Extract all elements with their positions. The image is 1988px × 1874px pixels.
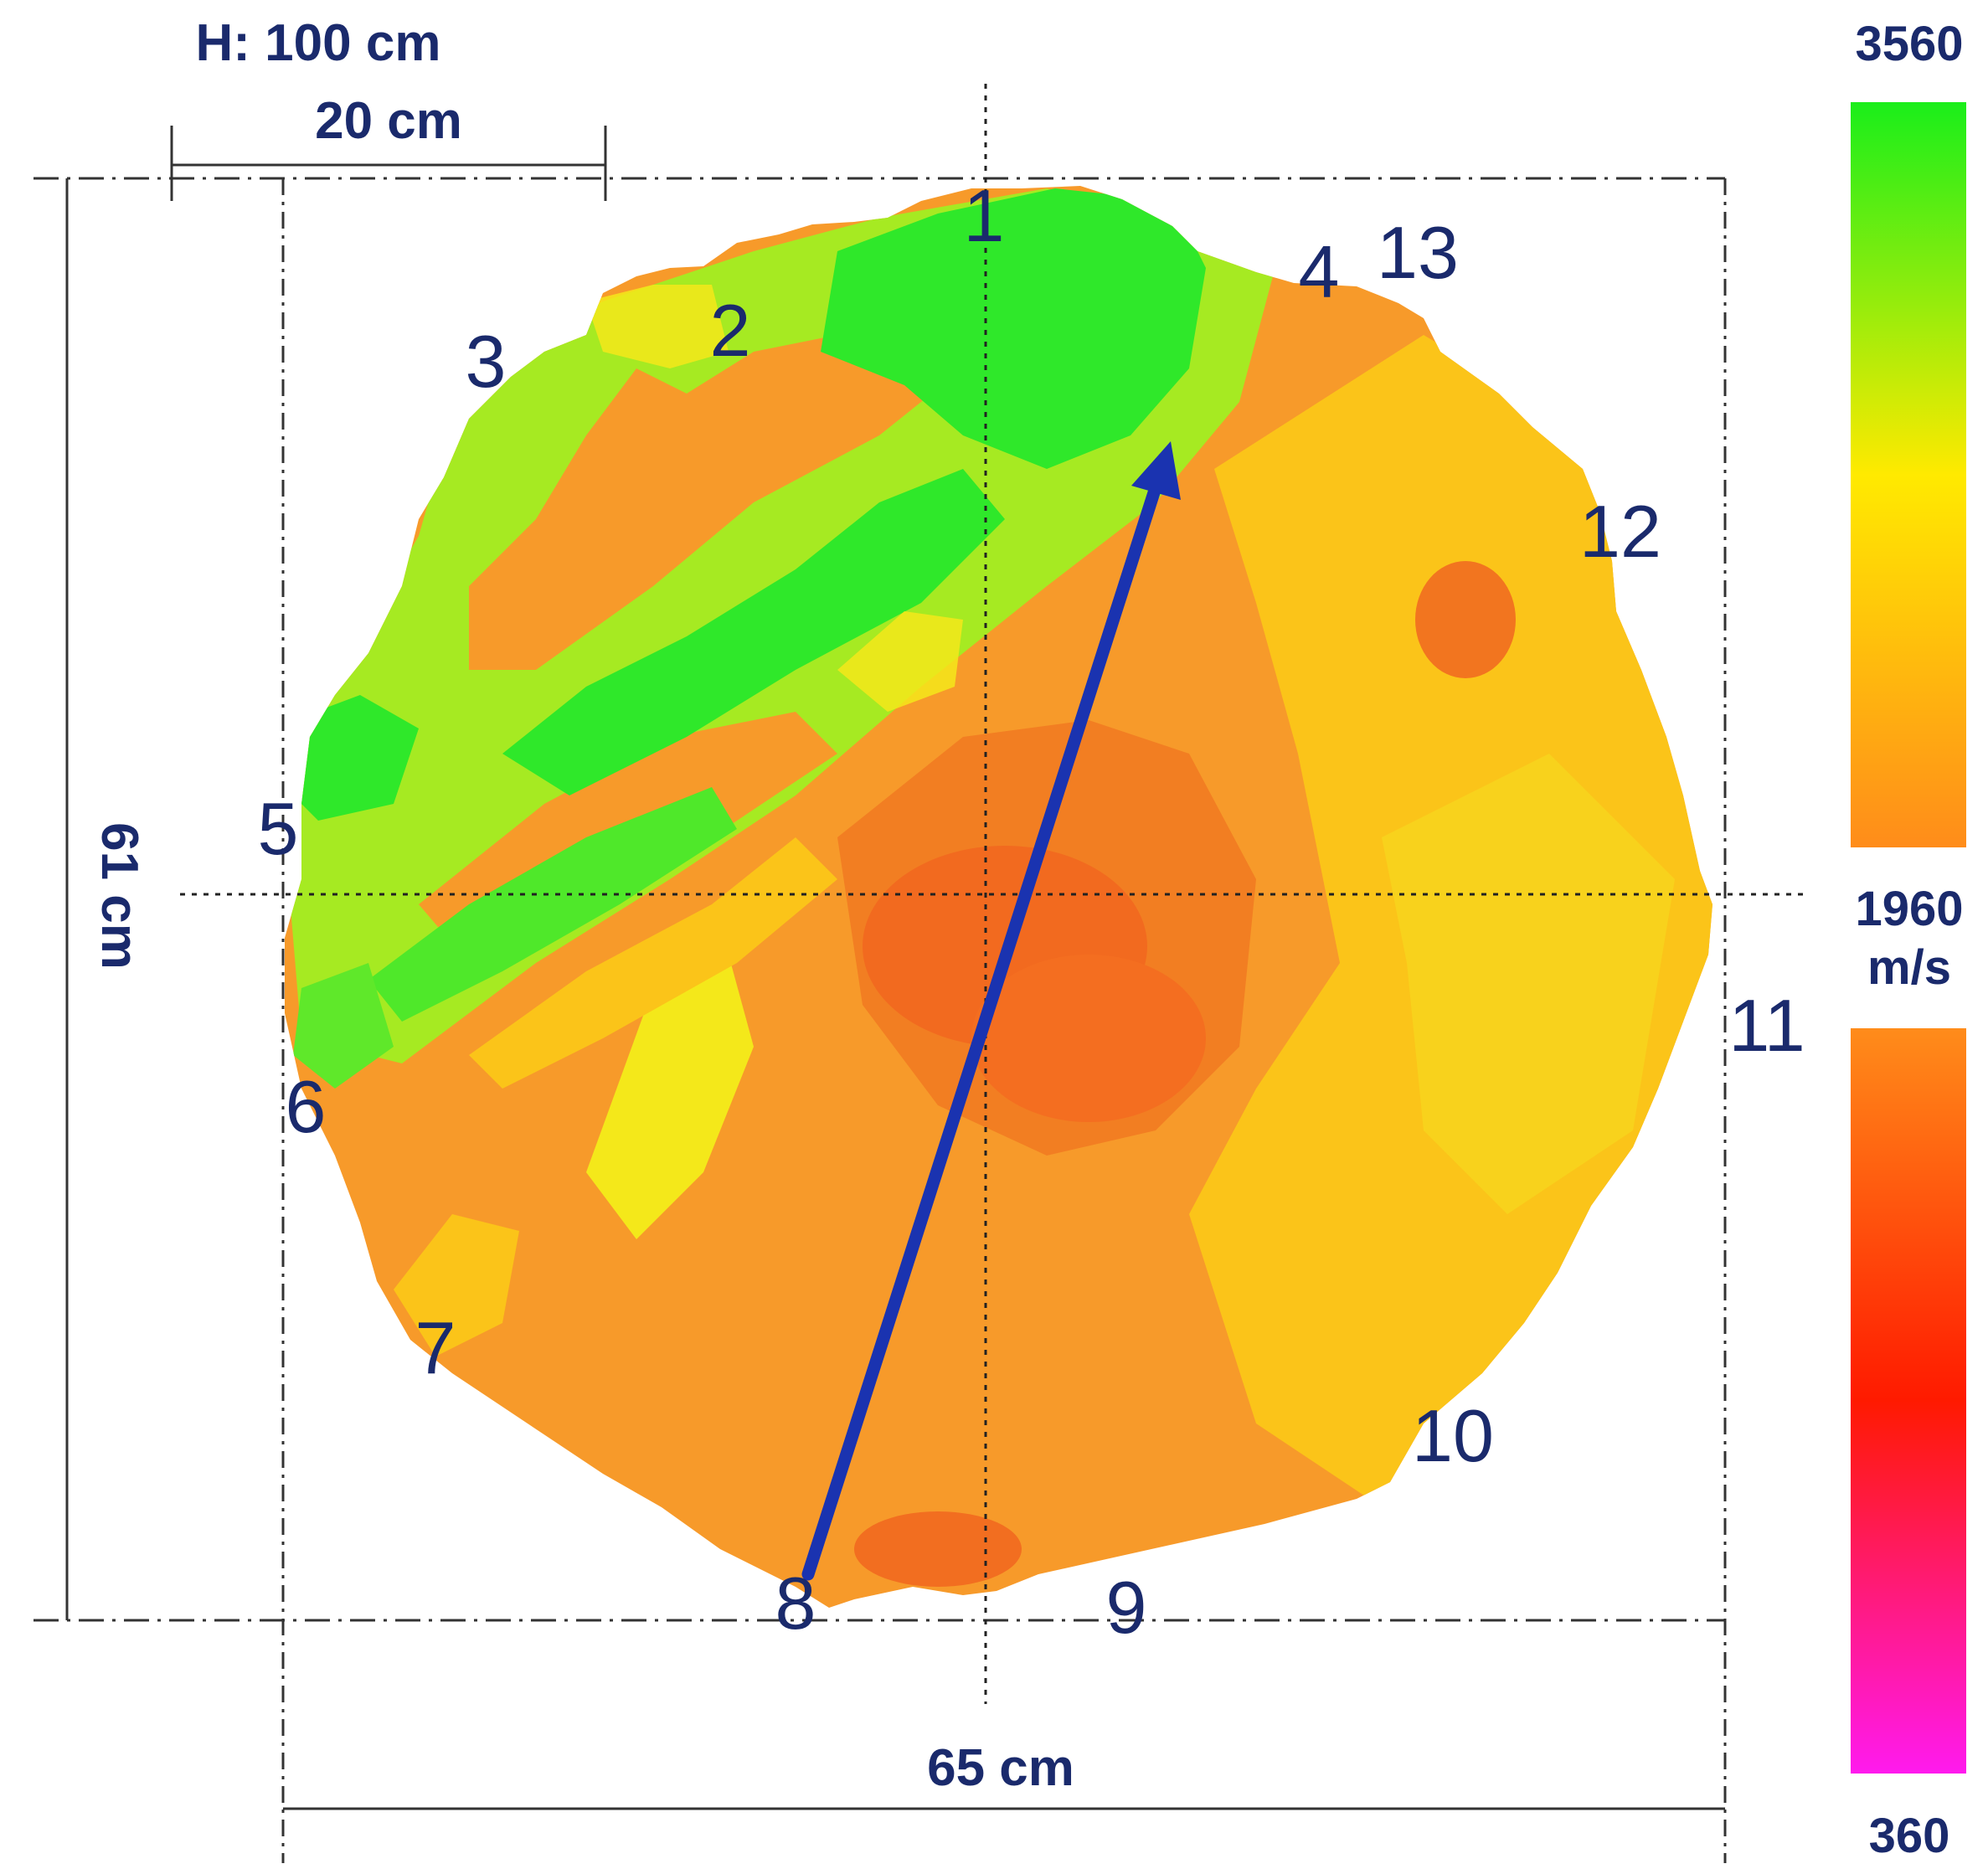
sensor-label-13: 13 xyxy=(1377,211,1459,294)
velocity-legend: 3560 1960 m/s 360 xyxy=(1851,17,1966,1863)
sensor-label-7: 7 xyxy=(415,1306,456,1389)
map-orange-tongue-1 xyxy=(469,335,963,670)
map-lower-yellow-streak xyxy=(586,955,754,1239)
sensor-label-2: 2 xyxy=(710,289,751,372)
map-mid-green-band xyxy=(502,469,1005,795)
sensor-label-12: 12 xyxy=(1579,490,1661,573)
legend-min-label: 360 xyxy=(1869,1809,1950,1863)
map-orange-tongue-3 xyxy=(469,837,837,1089)
direction-arrow-shaft xyxy=(801,481,1162,1581)
legend-mid-unit: m/s xyxy=(1867,940,1951,995)
height-dim-label: 61 cm xyxy=(90,822,148,970)
legend-upper-bar xyxy=(1851,102,1966,847)
direction-arrow xyxy=(801,441,1181,1581)
map-yellow-edge-top xyxy=(586,285,729,368)
sensor-label-3: 3 xyxy=(466,320,507,403)
map-left-green-blob xyxy=(285,695,419,821)
legend-lower-bar xyxy=(1851,1028,1966,1774)
bounding-frame xyxy=(33,177,1727,1863)
legend-max-label: 3560 xyxy=(1855,17,1963,71)
map-bottom-dark-spot xyxy=(854,1511,1022,1587)
sensor-label-8: 8 xyxy=(775,1562,816,1645)
map-right-dark-core xyxy=(971,955,1206,1122)
map-lower-green-band xyxy=(368,787,737,1022)
legend-mid-value: 1960 xyxy=(1855,882,1963,936)
map-yellow-edge-mid xyxy=(837,611,963,712)
height-label: H: 100 cm xyxy=(196,14,441,72)
map-lower-left-green xyxy=(293,963,394,1089)
width-dim-label: 65 cm xyxy=(927,1739,1074,1797)
sensor-label-1: 1 xyxy=(964,174,1005,257)
map-lower-left-yellow-patch xyxy=(394,1214,519,1357)
scale-bar-label: 20 cm xyxy=(315,92,462,150)
sensor-label-9: 9 xyxy=(1106,1566,1147,1649)
sensor-label-5: 5 xyxy=(258,787,299,870)
sensor-label-6: 6 xyxy=(286,1065,327,1148)
map-upper-right-dark-spot xyxy=(1415,561,1516,678)
center-crosshair xyxy=(180,84,1809,1704)
sensor-label-4: 4 xyxy=(1299,230,1340,313)
map-right-yellow-patch xyxy=(1382,754,1675,1214)
sensor-label-10: 10 xyxy=(1412,1394,1494,1477)
dimension-lines xyxy=(65,126,1725,1810)
map-top-green-core xyxy=(821,188,1206,469)
sensor-label-11: 11 xyxy=(1728,984,1805,1067)
sensor-labels: 1 2 3 4 5 6 7 8 9 10 11 12 13 xyxy=(258,174,1805,1649)
direction-arrow-head xyxy=(1131,441,1181,500)
